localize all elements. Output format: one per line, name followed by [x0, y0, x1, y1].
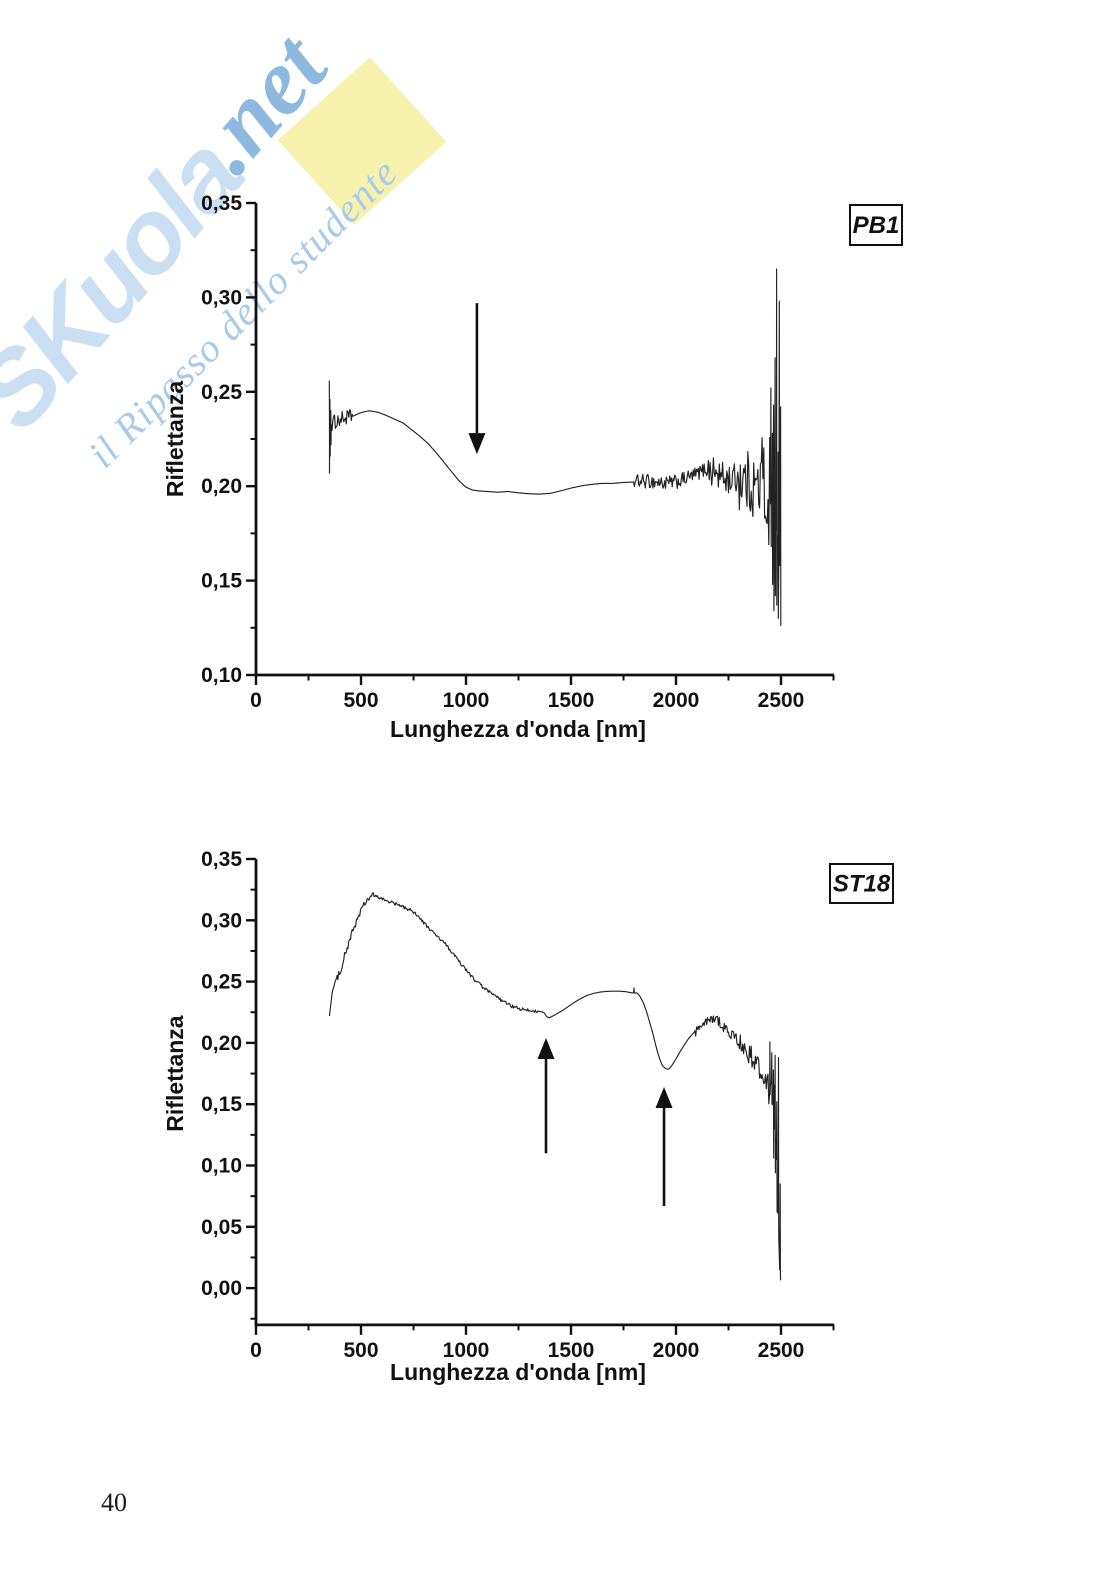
- annotation-arrow-up: [537, 1037, 555, 1154]
- y-axis-title: Riflettanza: [162, 1015, 188, 1132]
- label-box-text: PB1: [853, 212, 900, 239]
- x-tick-label: 500: [343, 1339, 378, 1362]
- y-tick-label: 0,15: [201, 1093, 242, 1116]
- x-tick-label: 0: [250, 689, 262, 712]
- y-tick-label: 0,00: [201, 1277, 242, 1300]
- y-tick-label: 0,20: [201, 1032, 242, 1055]
- arrow-head-icon: [468, 433, 486, 455]
- annotation-arrow-down: [468, 303, 486, 455]
- x-tick-label: 1500: [548, 689, 595, 712]
- label-box-text: ST18: [833, 871, 891, 898]
- x-tick-label: 2500: [758, 689, 805, 712]
- axis-pb1: [254, 203, 834, 677]
- chart-pb1: 0 500 1000 1500 2000 2500 0,10 0,15 0,20 0,25 0,30…: [162, 192, 903, 742]
- x-axis-title: Lunghezza d'onda [nm]: [390, 1359, 646, 1385]
- x-tick-label: 500: [343, 689, 378, 712]
- y-axis-title: Riflettanza: [162, 381, 188, 498]
- y-tick-label: 0,10: [201, 1155, 242, 1178]
- label-box-pb1: [849, 204, 903, 246]
- y-tick-label: 0,25: [201, 381, 242, 404]
- y-tick-label: 0,20: [201, 475, 242, 498]
- chart-st18: 0 500 1000 1500 2000 2500 0,00 0,05 0,10 0,15 0,20…: [162, 848, 894, 1385]
- y-tick-label: 0,30: [201, 286, 242, 309]
- y-tick-label: 0,35: [201, 848, 242, 871]
- y-tick-label: 0,10: [201, 664, 242, 687]
- y-tick-label: 0,30: [201, 909, 242, 932]
- x-tick-label: 0: [250, 1339, 262, 1362]
- y-tick-label: 0,05: [201, 1216, 242, 1239]
- y-tick-label: 0,35: [201, 192, 242, 215]
- x-tick-label: 1500: [548, 1339, 595, 1362]
- x-tick-label: 2000: [653, 689, 700, 712]
- series-curve-st18: [328, 892, 782, 1281]
- y-tick-label: 0,15: [201, 570, 242, 593]
- x-tick-label: 1000: [443, 689, 490, 712]
- annotation-arrow-up: [655, 1087, 673, 1206]
- series-curve-pb1: [328, 268, 782, 626]
- y-tick-label: 0,25: [201, 971, 242, 994]
- x-tick-label: 2500: [758, 1339, 805, 1362]
- label-box-st18: [829, 863, 894, 904]
- x-tick-label: 1000: [443, 1339, 490, 1362]
- page-number: 40: [101, 1488, 127, 1517]
- x-axis-title: Lunghezza d'onda [nm]: [390, 716, 646, 742]
- arrow-head-icon: [655, 1087, 673, 1109]
- x-tick-label: 2000: [653, 1339, 700, 1362]
- arrow-head-icon: [537, 1037, 555, 1059]
